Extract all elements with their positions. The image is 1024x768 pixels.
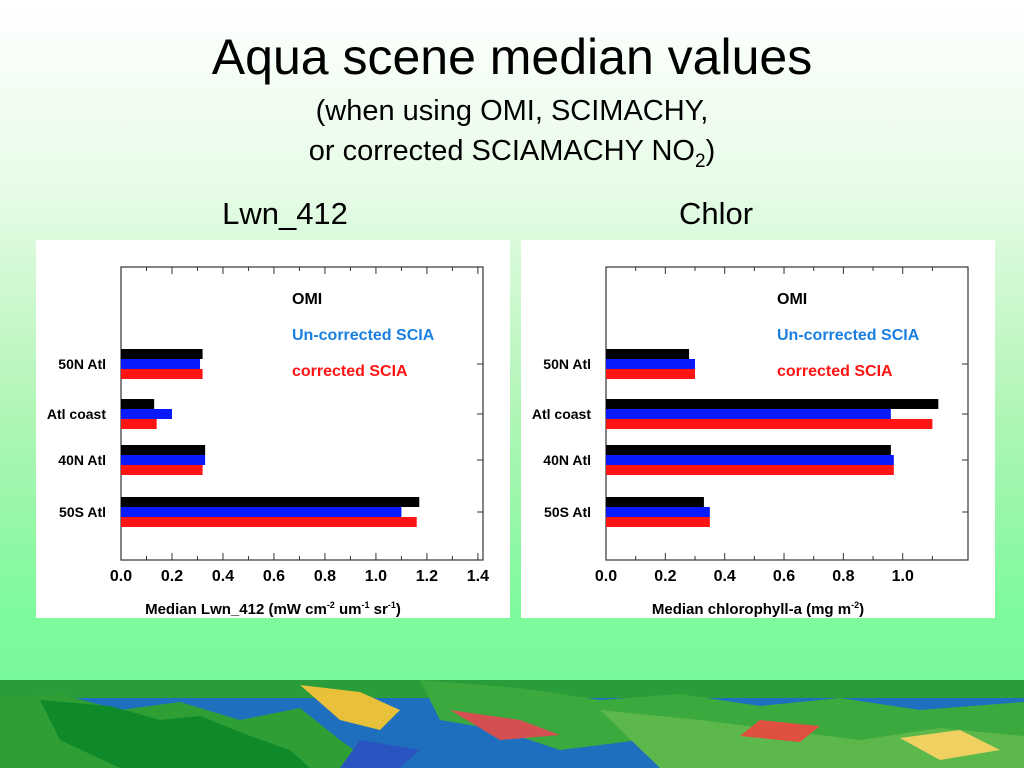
x-tick-label: 0.4	[212, 568, 234, 585]
x-tick-label: 0.4	[714, 568, 736, 585]
x-tick-label: 0.2	[161, 568, 183, 585]
subtitle-line2-prefix: or corrected SCIAMACHY NO	[308, 135, 695, 167]
xlabel-part: Median chlorophyll-a (mg m	[651, 601, 852, 618]
bar	[606, 359, 696, 369]
subtitle-line2-suffix: )	[705, 135, 716, 167]
bar	[606, 369, 696, 379]
bar	[121, 517, 417, 527]
y-category-label: 40N Atl	[543, 452, 591, 468]
x-tick-label: 1.0	[365, 568, 387, 585]
slide-title: Aqua scene median values	[211, 29, 813, 85]
y-category-label: 50N Atl	[58, 356, 106, 372]
xlabel-part: )	[859, 601, 865, 618]
bar	[606, 409, 891, 419]
slide-subtitle-line1: (when using OMI, SCIMACHY,	[315, 95, 709, 127]
bar	[121, 497, 420, 507]
bar	[121, 409, 172, 419]
chart-panel-lwn412: 0.0 0.2 0.4 0.6 0.8 1.0 1.2 1.4 50N Atl Atl coast…	[36, 240, 510, 618]
slide-subtitle-line2: or corrected SCIAMACHY NO2)	[0, 134, 1024, 179]
xlabel-part: )	[395, 601, 401, 618]
x-tick-label: 1.4	[467, 568, 489, 585]
bar	[606, 349, 690, 359]
x-tick-label: 0.0	[595, 568, 617, 585]
xlabel-part: sr	[369, 601, 388, 618]
y-category-label: Atl coast	[47, 406, 106, 422]
x-tick-label: 1.2	[416, 568, 438, 585]
bar	[606, 497, 704, 507]
y-category-label: 50N Atl	[543, 356, 591, 372]
bar	[606, 517, 710, 527]
x-tick-label: 0.8	[832, 568, 854, 585]
bar	[606, 455, 894, 465]
legend-entry: corrected SCIA	[292, 363, 408, 380]
x-tick-label: 0.8	[314, 568, 336, 585]
chart-panel-chlor: 0.0 0.2 0.4 0.6 0.8 1.0 50N Atl Atl coast 40N At…	[521, 240, 995, 618]
x-axis-label-lwn412: Median Lwn_412 (mW cm-2 um-1 sr-1)	[36, 596, 510, 619]
xlabel-part: Median Lwn_412 (mW cm	[145, 601, 327, 618]
xlabel-part: um	[334, 601, 362, 618]
bar	[121, 359, 201, 369]
y-category-label: Atl coast	[532, 406, 591, 422]
legend-entry: OMI	[777, 291, 807, 308]
x-tick-label: 0.2	[654, 568, 676, 585]
chart-title-lwn412: Lwn_412	[222, 196, 348, 231]
bar	[121, 349, 203, 359]
legend-entry: Un-corrected SCIA	[777, 327, 920, 344]
bar	[121, 445, 206, 455]
bar	[121, 455, 206, 465]
bar	[606, 399, 939, 409]
chart-chlor: 0.0 0.2 0.4 0.6 0.8 1.0 50N Atl Atl coast 40N At…	[532, 266, 969, 585]
y-category-label: 40N Atl	[58, 452, 106, 468]
xlabel-sup: -1	[387, 600, 396, 610]
bar	[121, 399, 155, 409]
legend-entry: corrected SCIA	[777, 363, 893, 380]
xlabel-sup: -1	[361, 600, 370, 610]
y-category-label: 50S Atl	[544, 504, 591, 520]
legend-entry: OMI	[292, 291, 322, 308]
x-tick-label: 0.6	[263, 568, 285, 585]
x-tick-label: 0.6	[773, 568, 795, 585]
x-tick-label: 1.0	[892, 568, 914, 585]
ocean-color-map-strip	[0, 680, 1024, 768]
xlabel-sup: -2	[851, 600, 860, 610]
bar	[606, 465, 894, 475]
bar	[121, 507, 402, 517]
chart-title-chlor: Chlor	[678, 196, 754, 231]
x-axis-label-chlor: Median chlorophyll-a (mg m-2)	[521, 596, 995, 619]
subtitle-subscript: 2	[694, 150, 706, 172]
bar	[606, 445, 891, 455]
bar	[121, 369, 203, 379]
legend-entry: Un-corrected SCIA	[292, 327, 435, 344]
xlabel-sup: -2	[326, 600, 335, 610]
y-category-label: 50S Atl	[59, 504, 106, 520]
bar	[121, 419, 157, 429]
bar	[606, 419, 933, 429]
bar	[606, 507, 710, 517]
chart-lwn412: 0.0 0.2 0.4 0.6 0.8 1.0 1.2 1.4 50N Atl Atl coast…	[47, 266, 489, 585]
bar	[121, 465, 203, 475]
x-tick-label: 0.0	[110, 568, 132, 585]
